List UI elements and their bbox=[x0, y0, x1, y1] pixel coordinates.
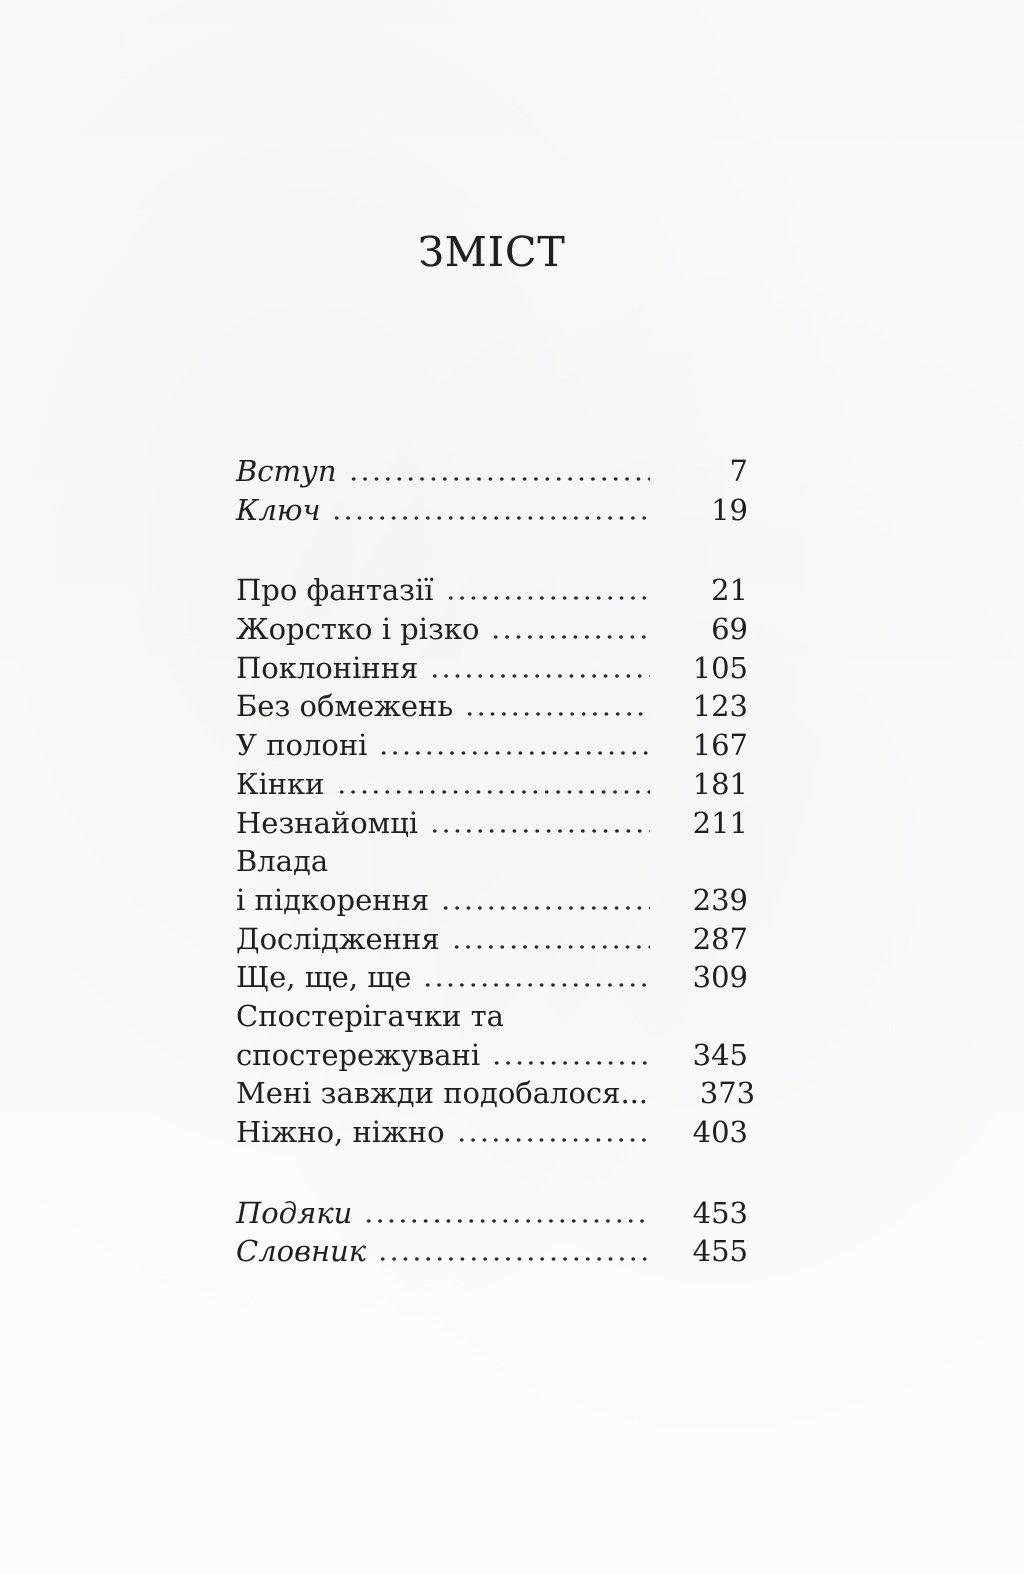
toc-entry-page: 123 bbox=[692, 689, 748, 724]
toc-entry-page: 181 bbox=[692, 766, 748, 801]
toc-entry-label: Ніжно, ніжно bbox=[236, 1115, 445, 1149]
toc-entry: У полоні 167 bbox=[236, 726, 748, 765]
toc-entry: Словник 455 bbox=[236, 1232, 748, 1272]
dot-leader bbox=[333, 764, 650, 804]
dot-leader bbox=[438, 880, 650, 920]
toc-entry-page: 373 bbox=[699, 1076, 756, 1111]
toc-entry: Подяки 453 bbox=[236, 1193, 748, 1233]
toc-entry-page: 455 bbox=[692, 1234, 748, 1269]
dot-leader bbox=[375, 1232, 650, 1272]
toc-entry-page: 403 bbox=[692, 1115, 748, 1149]
toc-entry-label: У полоні bbox=[236, 728, 368, 763]
dot-leader bbox=[462, 687, 650, 727]
toc-entry-label: Дослідження bbox=[236, 921, 440, 956]
toc-entry-label: Влада bbox=[236, 844, 329, 879]
dot-leader bbox=[488, 610, 650, 649]
toc-entry-page: 105 bbox=[692, 650, 748, 685]
toc-section: Подяки 453 Словник 455 bbox=[236, 1193, 748, 1272]
toc-entry-label: Подяки bbox=[236, 1195, 353, 1230]
toc-entry-label: спостережувані bbox=[236, 1037, 481, 1072]
dot-leader bbox=[420, 958, 650, 997]
toc-entry-label: Мені завжди подобалося... bbox=[236, 1076, 649, 1111]
dot-leader bbox=[376, 726, 650, 765]
dot-leader bbox=[448, 919, 650, 959]
toc-entry-label: Ключ bbox=[236, 492, 321, 527]
toc-entry: Мені завжди подобалося... 373 bbox=[236, 1074, 755, 1113]
toc-entry-page: 309 bbox=[692, 960, 748, 995]
toc-entry-page: 345 bbox=[692, 1037, 748, 1072]
toc-entry: Ще, ще, ще 309 bbox=[236, 958, 748, 997]
toc-entry-label: Кінки bbox=[236, 766, 325, 801]
toc-entry-label: Вступ bbox=[236, 454, 337, 488]
toc-entry-page: 287 bbox=[692, 921, 748, 956]
toc-entry: Без обмежень 123 bbox=[236, 687, 748, 727]
toc-entry: Поклоніння 105 bbox=[236, 648, 748, 688]
toc-entry: Дослідження 287 bbox=[236, 919, 748, 959]
toc-section: Про фантазії 21 Жорстко і різко 69 Поклонінн… bbox=[236, 571, 755, 1152]
toc-entry-label: Словник bbox=[236, 1234, 367, 1269]
toc-entry-page: 7 bbox=[729, 454, 748, 488]
dot-leader bbox=[453, 1113, 650, 1152]
dot-leader bbox=[442, 571, 650, 611]
toc-entry-label: і підкорення bbox=[236, 882, 430, 917]
toc-entry-label: Спостерігачки та bbox=[236, 998, 504, 1033]
toc-entry: Жорстко і різко 69 bbox=[236, 610, 748, 649]
toc-entry: Спостерігачки та bbox=[236, 997, 748, 1036]
toc-entry-label: Ще, ще, ще bbox=[236, 960, 412, 995]
toc-list: Вступ 7 Ключ 19 Про фантазії 21 Жорстко і різк… bbox=[236, 452, 755, 1272]
dot-leader bbox=[329, 490, 650, 530]
page-title: ЗМІСТ bbox=[418, 228, 566, 276]
toc-entry-label: Незнайомці bbox=[236, 805, 419, 840]
toc-entry: Ніжно, ніжно 403 bbox=[236, 1113, 748, 1152]
toc-section: Вступ 7 Ключ 19 bbox=[236, 452, 748, 530]
toc-entry: Вступ 7 bbox=[236, 452, 748, 491]
toc-entry-page: 19 bbox=[711, 492, 748, 527]
toc-entry: Ключ 19 bbox=[236, 490, 748, 530]
toc-entry-page: 453 bbox=[692, 1195, 748, 1230]
toc-entry-page: 21 bbox=[711, 573, 748, 608]
toc-entry-page: 69 bbox=[711, 612, 748, 647]
toc-entry: Влада bbox=[236, 842, 748, 881]
dot-leader bbox=[361, 1193, 650, 1233]
toc-entry-page: 211 bbox=[692, 805, 748, 840]
toc-entry-label: Без обмежень bbox=[236, 689, 454, 724]
dot-leader bbox=[427, 648, 650, 688]
toc-entry: і підкорення 239 bbox=[236, 880, 748, 920]
dot-leader bbox=[345, 452, 650, 491]
toc-entry: спостережувані 345 bbox=[236, 1035, 748, 1075]
toc-entry-page: 167 bbox=[692, 728, 748, 763]
toc-entry: Незнайомці 211 bbox=[236, 803, 748, 843]
dot-leader bbox=[489, 1035, 650, 1075]
toc-entry: Кінки 181 bbox=[236, 764, 748, 804]
toc-entry: Про фантазії 21 bbox=[236, 571, 748, 611]
dot-leader bbox=[427, 803, 650, 843]
toc-entry-label: Поклоніння bbox=[236, 650, 419, 685]
toc-entry-label: Про фантазії bbox=[236, 573, 434, 608]
toc-entry-page: 239 bbox=[692, 882, 748, 917]
toc-entry-label: Жорстко і різко bbox=[236, 612, 480, 647]
